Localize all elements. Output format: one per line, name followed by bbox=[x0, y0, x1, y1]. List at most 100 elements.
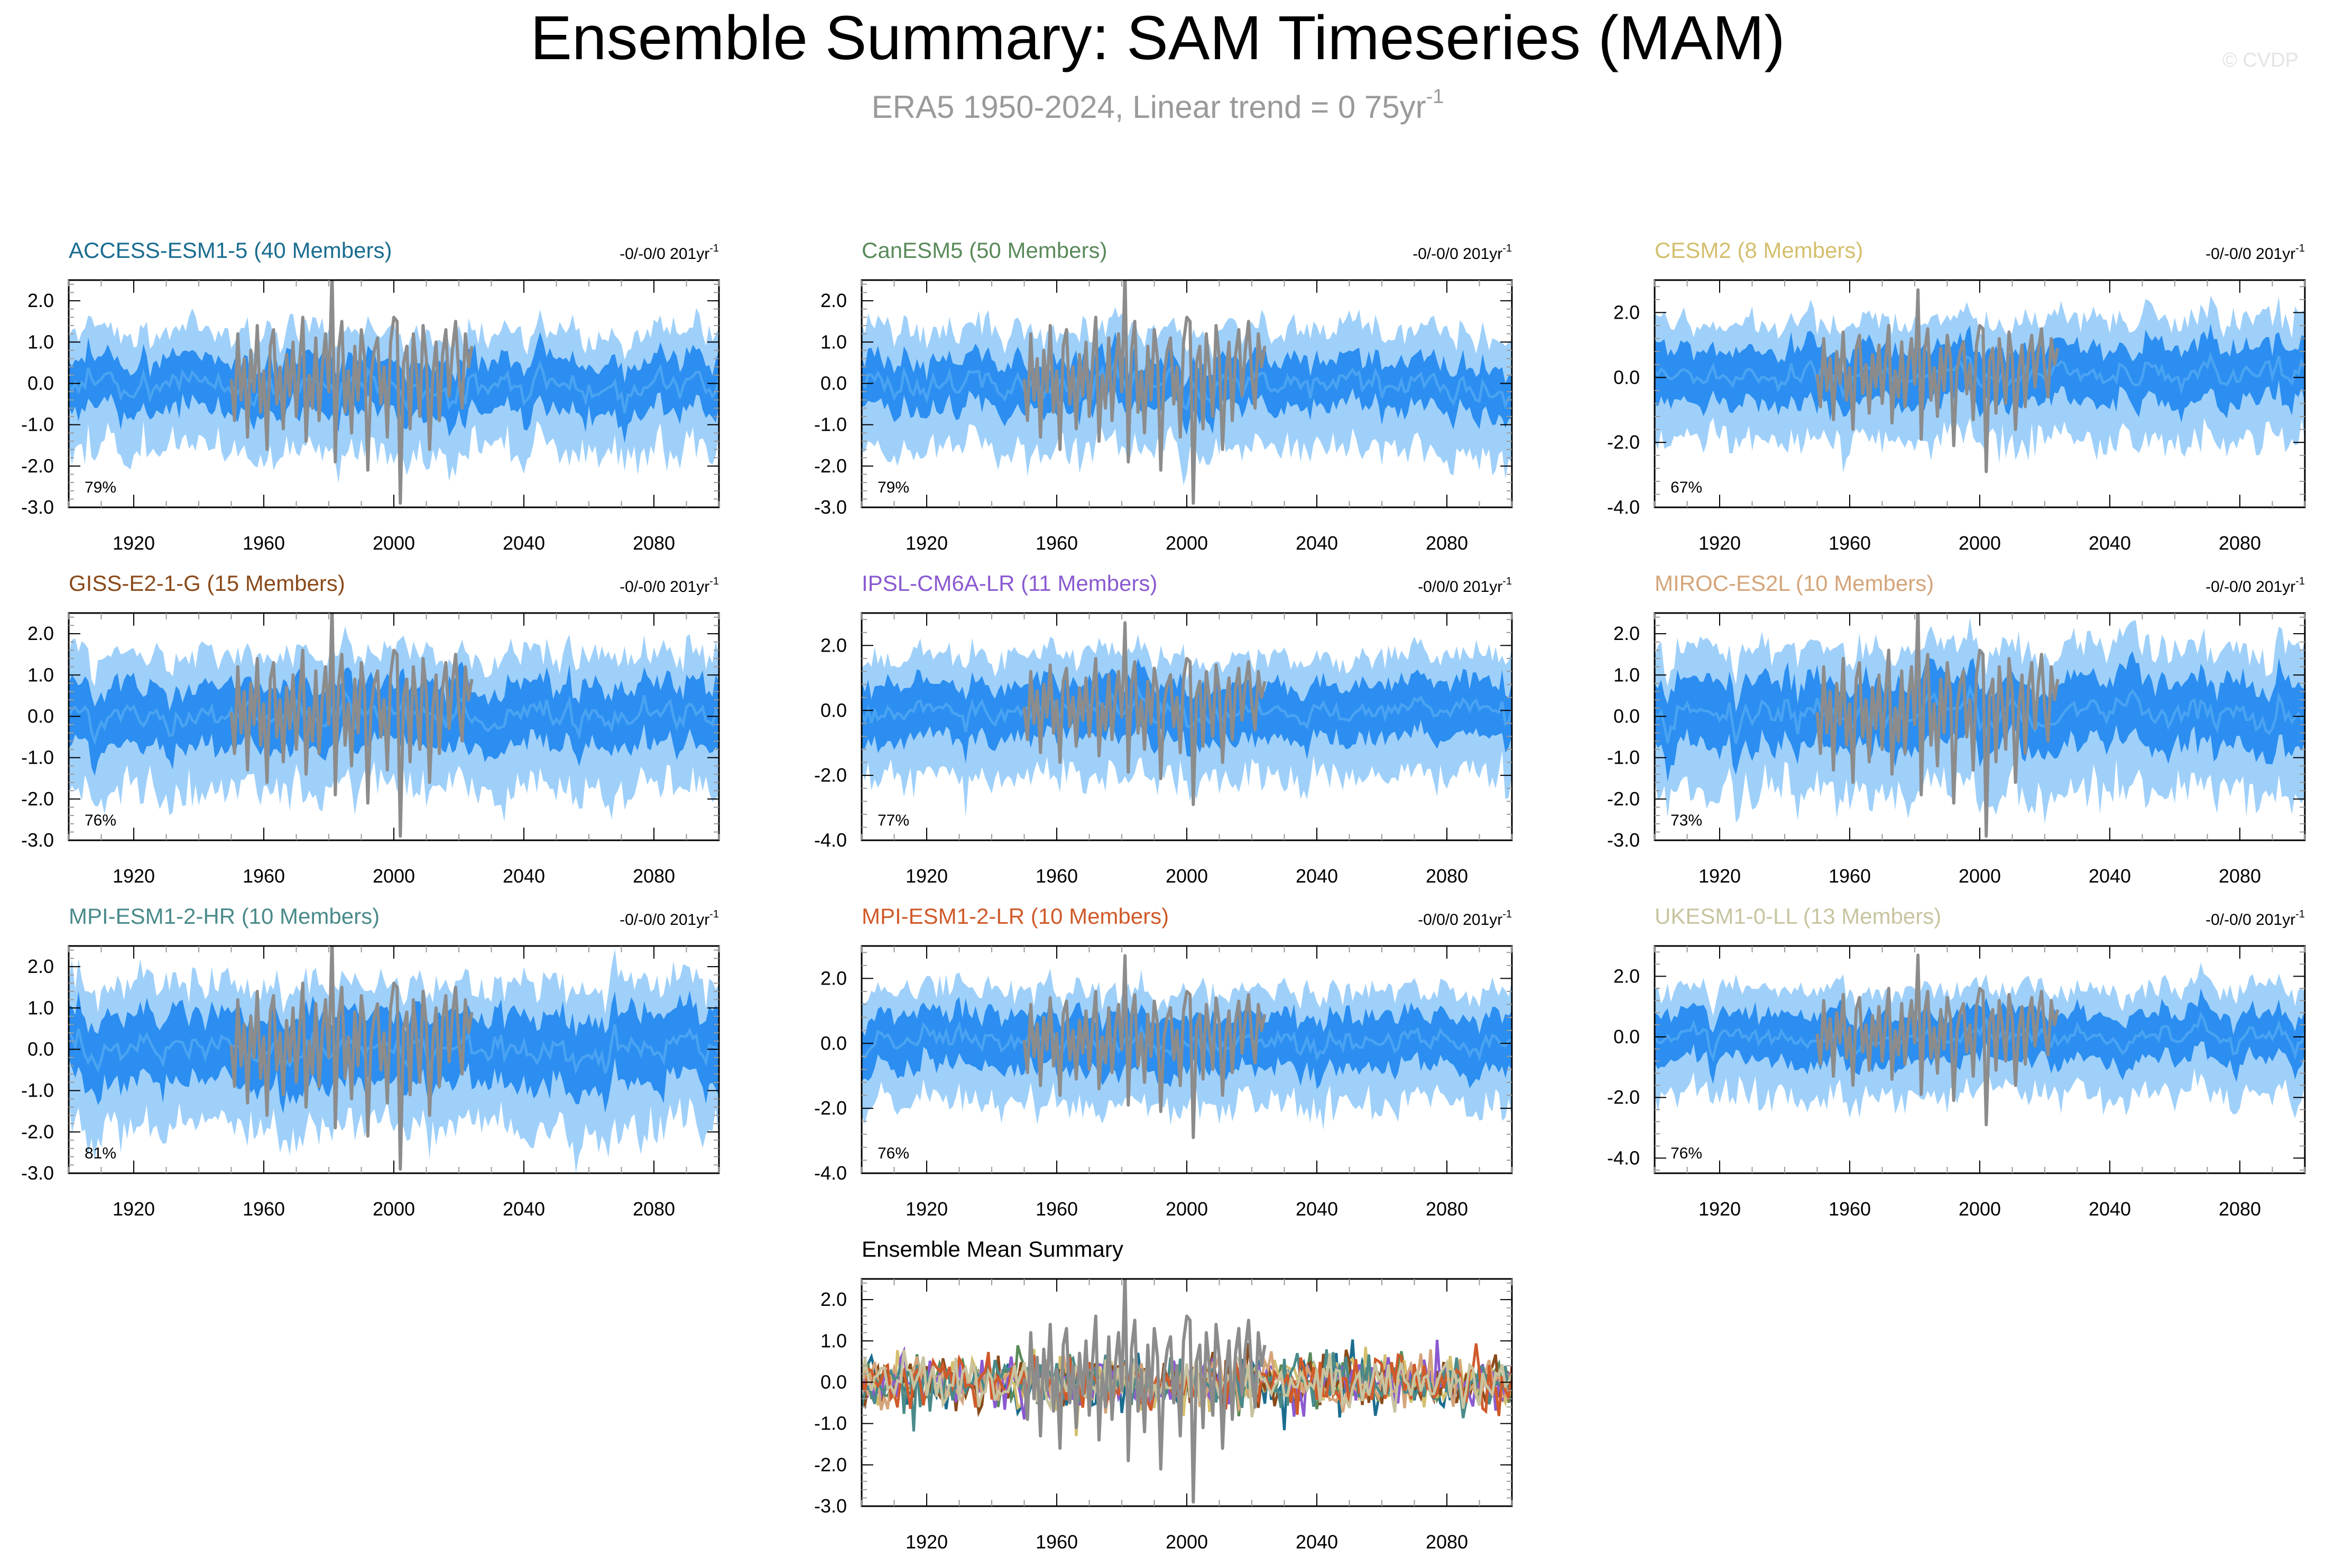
y-tick-label: -4.0 bbox=[1607, 1147, 1640, 1168]
y-tick-label: -4.0 bbox=[814, 829, 847, 851]
x-tick-label: 1960 bbox=[1036, 1531, 1078, 1553]
y-tick-label: 2.0 bbox=[1613, 623, 1640, 644]
y-tick-label: 0.0 bbox=[27, 372, 54, 394]
x-tick-label: 2040 bbox=[503, 1198, 545, 1220]
y-tick-label: 1.0 bbox=[820, 331, 847, 352]
panel-title: IPSL-CM6A-LR (11 Members) bbox=[862, 571, 1157, 596]
y-tick-label: 0.0 bbox=[27, 1038, 54, 1060]
panel-canesm5: 1920 1960 2000 2040 2080 -3.0 -2.0 -1.0 0.0 1.0 2.… bbox=[814, 238, 1513, 554]
x-tick-label: 1960 bbox=[1829, 532, 1871, 554]
figure-subtitle: ERA5 1950-2024, Linear trend = 0 75yr-1 bbox=[872, 86, 1444, 125]
observed-line bbox=[1022, 280, 1267, 505]
x-tick-label: 2080 bbox=[1426, 865, 1468, 887]
y-tick-label: -1.0 bbox=[21, 747, 54, 768]
x-tick-label: 2000 bbox=[373, 1198, 415, 1220]
y-tick-label: 0.0 bbox=[820, 372, 847, 394]
x-tick-label: 2080 bbox=[633, 532, 675, 554]
panel-giss-e2-1-g: 1920 1960 2000 2040 2080 -3.0 -2.0 -1.0 0.0 1.0 2.… bbox=[21, 571, 720, 887]
panel-trend: -0/-0/0 201yr-1 bbox=[1413, 243, 1512, 263]
panel-trend-sup: -1 bbox=[1502, 908, 1512, 920]
y-tick-label: 1.0 bbox=[27, 997, 54, 1018]
y-tick-label: -1.0 bbox=[814, 1413, 847, 1434]
plot-area bbox=[862, 1279, 1512, 1504]
panel-trend: -0/-0/0 201yr-1 bbox=[620, 576, 719, 596]
panel-title: CESM2 (8 Members) bbox=[1655, 238, 1863, 263]
x-tick-label: 2000 bbox=[1959, 532, 2001, 554]
x-tick-label: 2040 bbox=[1296, 532, 1338, 554]
panel-title: Ensemble Mean Summary bbox=[862, 1237, 1123, 1261]
subtitle-sup: -1 bbox=[1426, 86, 1444, 108]
y-tick-label: -2.0 bbox=[1607, 788, 1640, 810]
x-tick-label: 1920 bbox=[906, 1531, 948, 1553]
band-inner bbox=[1655, 323, 2305, 423]
x-tick-label: 2040 bbox=[1296, 1198, 1338, 1220]
panel-ukesm1-0-ll: 1920 1960 2000 2040 2080 -4.0 -2.0 0.0 2.0 UKESM1… bbox=[1607, 904, 2306, 1220]
x-tick-label: 2080 bbox=[633, 865, 675, 887]
panel-trend-text: -0/-0/0 201yr bbox=[2205, 578, 2295, 596]
observed-line bbox=[1815, 613, 2060, 838]
y-tick-label: -3.0 bbox=[1607, 829, 1640, 851]
panel-mpi-esm1-2-lr: 1920 1960 2000 2040 2080 -4.0 -2.0 0.0 2.0 MPI-ES… bbox=[814, 904, 1513, 1220]
x-tick-label: 2000 bbox=[1166, 532, 1208, 554]
observed-line bbox=[1815, 288, 2060, 474]
panel-mpi-esm1-2-hr: 1920 1960 2000 2040 2080 -3.0 -2.0 -1.0 0.0 1.0 2.… bbox=[21, 904, 720, 1220]
x-tick-label: 2040 bbox=[2089, 1198, 2131, 1220]
y-tick-label: -3.0 bbox=[21, 1162, 54, 1184]
subtitle-text: ERA5 1950-2024, Linear trend = 0 75yr bbox=[872, 89, 1426, 125]
panel-trend-text: -0/-0/0 201yr bbox=[2205, 911, 2295, 929]
y-tick-label: -2.0 bbox=[21, 788, 54, 810]
panel-trend-sup: -1 bbox=[2295, 908, 2305, 920]
band-inner bbox=[862, 995, 1512, 1089]
y-tick-label: -2.0 bbox=[814, 764, 847, 786]
x-tick-label: 1920 bbox=[906, 532, 948, 554]
panel-trend-text: -0/0/0 201yr bbox=[1418, 578, 1502, 596]
panel-percent: 81% bbox=[85, 1145, 116, 1162]
ensemble-mean-line bbox=[1655, 683, 2305, 744]
x-tick-label: 1920 bbox=[906, 1198, 948, 1220]
panel-trend: -0/0/0 201yr-1 bbox=[1418, 908, 1512, 929]
panel-trend-sup: -1 bbox=[709, 576, 719, 587]
x-tick-label: 1960 bbox=[243, 532, 285, 554]
figure-title: Ensemble Summary: SAM Timeseries (MAM) bbox=[530, 3, 1785, 73]
panel-percent: 76% bbox=[878, 1145, 909, 1162]
band-inner bbox=[69, 661, 719, 776]
ensemble-mean-line bbox=[862, 356, 1512, 411]
y-tick-label: 1.0 bbox=[1613, 664, 1640, 685]
x-tick-label: 2080 bbox=[2219, 1198, 2261, 1220]
y-tick-label: 0.0 bbox=[27, 705, 54, 727]
y-tick-label: -2.0 bbox=[1607, 431, 1640, 453]
panel-trend-sup: -1 bbox=[2295, 576, 2305, 587]
x-tick-label: 2040 bbox=[1296, 865, 1338, 887]
panel-percent: 67% bbox=[1670, 479, 1702, 496]
x-tick-label: 2000 bbox=[1166, 1531, 1208, 1553]
panel-percent: 79% bbox=[878, 479, 909, 496]
plot-area bbox=[1655, 288, 2305, 474]
ensemble-mean-line bbox=[862, 685, 1512, 732]
y-tick-label: -1.0 bbox=[814, 414, 847, 435]
observed-line bbox=[229, 613, 474, 838]
observed-line bbox=[1815, 953, 2060, 1127]
panel-percent: 77% bbox=[878, 812, 909, 829]
plot-area bbox=[69, 613, 719, 838]
panel-trend-text: -0/-0/0 201yr bbox=[620, 245, 709, 263]
panel-trend-text: -0/-0/0 201yr bbox=[1413, 245, 1502, 263]
panel-trend: -0/0/0 201yr-1 bbox=[1418, 576, 1512, 596]
y-tick-label: 2.0 bbox=[820, 1288, 847, 1310]
panel-title: UKESM1-0-LL (13 Members) bbox=[1655, 904, 1941, 929]
observed-line bbox=[229, 280, 474, 505]
x-tick-label: 2080 bbox=[633, 1198, 675, 1220]
x-tick-label: 2080 bbox=[2219, 865, 2261, 887]
panel-trend: -0/-0/0 201yr-1 bbox=[2205, 576, 2305, 596]
x-tick-label: 1920 bbox=[113, 865, 155, 887]
x-tick-label: 1920 bbox=[1699, 532, 1741, 554]
plot-area bbox=[862, 621, 1512, 818]
y-tick-label: 2.0 bbox=[1613, 965, 1640, 987]
y-tick-label: -2.0 bbox=[21, 455, 54, 477]
x-tick-label: 2000 bbox=[1959, 1198, 2001, 1220]
y-tick-label: 1.0 bbox=[820, 1330, 847, 1351]
ensemble-mean-line bbox=[862, 1020, 1512, 1063]
panel-trend: -0/-0/0 201yr-1 bbox=[2205, 243, 2305, 263]
x-tick-label: 2040 bbox=[503, 865, 545, 887]
panel-title: GISS-E2-1-G (15 Members) bbox=[69, 571, 345, 596]
plot-area bbox=[69, 946, 719, 1173]
